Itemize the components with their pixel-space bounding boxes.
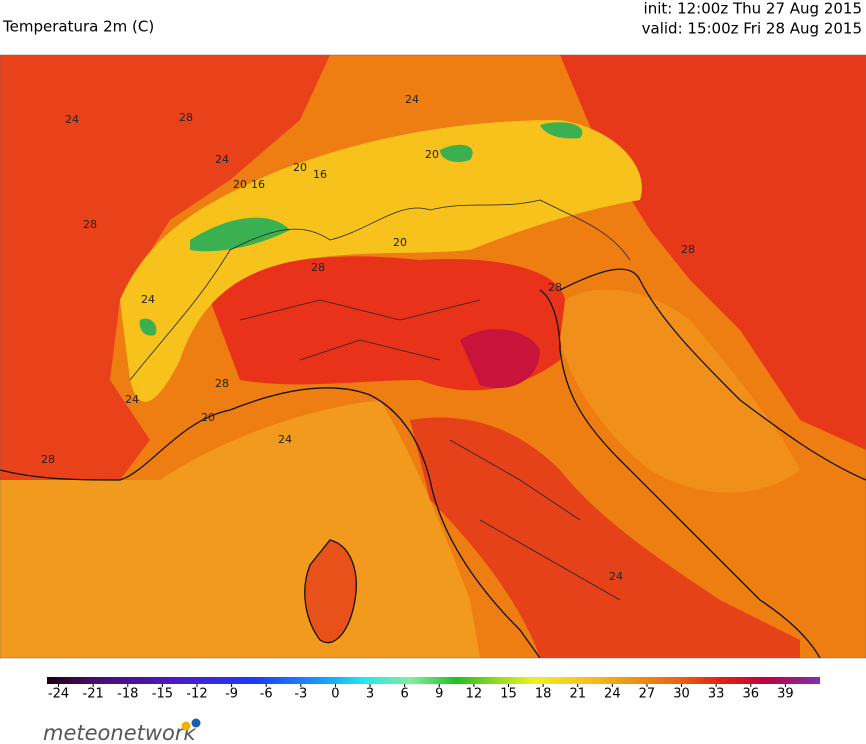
- colorbar-tick-label: 0: [331, 687, 339, 702]
- map: 24 28 24 20 16 20 16 24 20 28 28 20 24 28 24 28 20 24 28 28…: [0, 55, 866, 658]
- map-frame: [0, 54, 866, 659]
- colorbar-tick-label: -15: [152, 687, 173, 702]
- contour-label: 28: [83, 218, 97, 231]
- zone-hot: [460, 329, 540, 389]
- contour-label: 20: [425, 148, 439, 161]
- colorbar-tick-label: -24: [48, 687, 69, 702]
- colorbar: [47, 677, 820, 684]
- contour-label: 20: [233, 178, 247, 191]
- colorbar-ticks: -24 -21 -18 -15 -12 -9 -6 -3 0 3 6 9 12 15 18 21 24 27 30 3…: [48, 684, 794, 702]
- contour-label: 20: [201, 411, 215, 424]
- contour-label: 24: [278, 433, 292, 446]
- zone-west: [0, 55, 330, 480]
- contour-label: 28: [41, 453, 55, 466]
- map-title: Temperatura 2m (C): [2, 18, 154, 36]
- colorbar-tick-label: 30: [673, 687, 690, 702]
- colorbar-tick-label: 21: [569, 687, 586, 702]
- contour-label: 28: [681, 243, 695, 256]
- colorbar-tick-label: 33: [708, 687, 725, 702]
- colorbar-tick-label: 18: [535, 687, 552, 702]
- logo: meteonetwork: [43, 721, 196, 744]
- border-alps: [129, 199, 631, 381]
- coastline-adriatic-east: [559, 268, 866, 481]
- colorbar-tick-label: -3: [294, 687, 307, 702]
- coastline-west: [0, 387, 541, 658]
- colorbar-tick-label: 36: [743, 687, 760, 702]
- contour-label: 24: [405, 93, 419, 106]
- contour-label: 24: [609, 570, 623, 583]
- colorbar-tick-label: -6: [260, 687, 273, 702]
- contour-label: 24: [215, 153, 229, 166]
- zone-alps: [120, 120, 642, 402]
- contour-label: 28: [311, 261, 325, 274]
- colorbar-tick-label: 39: [777, 687, 794, 702]
- contour-label: 28: [179, 111, 193, 124]
- colorbar-tick-label: 6: [401, 687, 409, 702]
- contour-label: 28: [548, 281, 562, 294]
- coastline-corsica: [304, 539, 357, 644]
- contour-label: 28: [215, 377, 229, 390]
- zone-cold3: [540, 122, 583, 139]
- logo-dot: [181, 721, 191, 731]
- contour-label: 16: [251, 178, 265, 191]
- border-regions: [239, 299, 621, 601]
- colorbar-tick-label: -18: [117, 687, 138, 702]
- logo-dot: [191, 718, 201, 728]
- contour-label: 16: [313, 168, 327, 181]
- colorbar-tick-label: 24: [604, 687, 621, 702]
- zone-cold2: [440, 144, 473, 162]
- contour-label: 24: [125, 393, 139, 406]
- colorbar-tick-label: 3: [366, 687, 374, 702]
- coastline-adriatic-it: [539, 289, 821, 658]
- colorbar-tick-label: 12: [466, 687, 483, 702]
- valid-time: valid: 15:00z Fri 28 Aug 2015: [642, 20, 862, 38]
- contour-label: 24: [65, 113, 79, 126]
- colorbar-tick-label: -9: [225, 687, 238, 702]
- zone-east: [560, 55, 866, 450]
- colorbar-tick-label: 15: [500, 687, 517, 702]
- sea-tyrrhenian: [0, 400, 480, 658]
- zone-cold4: [139, 318, 157, 336]
- island-corsica: [304, 540, 357, 643]
- sea-adriatic: [560, 289, 800, 493]
- contour-label: 20: [393, 236, 407, 249]
- colorbar-tick-label: 27: [639, 687, 656, 702]
- contour-label: 20: [293, 161, 307, 174]
- contour-label: 24: [141, 293, 155, 306]
- colorbar-tick-label: -12: [186, 687, 207, 702]
- init-time: init: 12:00z Thu 27 Aug 2015: [644, 0, 862, 18]
- zone-cold1: [190, 217, 290, 252]
- colorbar-tick-label: -21: [83, 687, 104, 702]
- zone-south: [410, 417, 800, 658]
- contour-labels: 24 28 24 20 16 20 16 24 20 28 28 20 24 28 24 28 20 24 28 28…: [41, 93, 695, 583]
- colorbar-tick-label: 9: [435, 687, 443, 702]
